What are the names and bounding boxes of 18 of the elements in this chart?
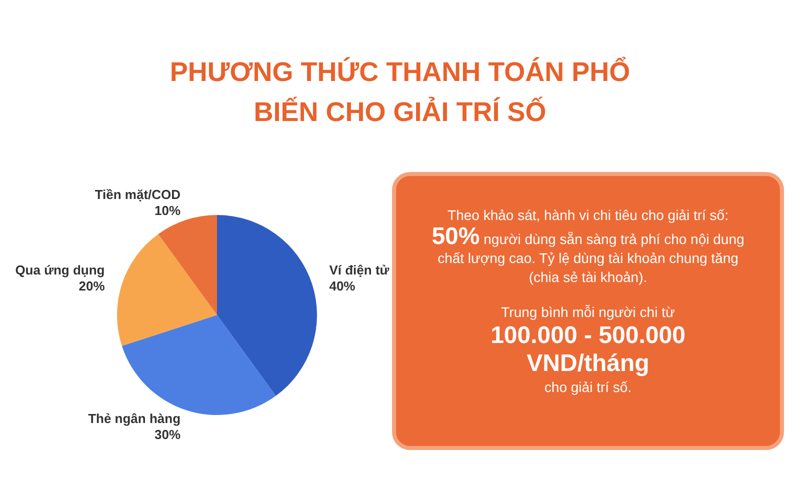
data-label: 20% — [78, 278, 106, 294]
text: cho giải trí số. — [543, 378, 633, 397]
pie-slice — [122, 315, 276, 415]
pie-slice — [217, 215, 317, 396]
data-label: 10% — [154, 202, 181, 218]
data-label: 40% — [329, 278, 356, 294]
slice-label: Ví điện tử — [329, 262, 390, 278]
slice-label: Tiền mặt/COD — [94, 186, 181, 202]
text: Trung bình mỗi người chi từ — [500, 303, 676, 322]
chart-title: PHƯƠNG THỨC THANH TOÁN PHỔ BIẾN CHO GIẢI TRÍ SỐ — [168, 56, 632, 129]
slice-label: Thẻ ngân hàng — [88, 411, 181, 426]
slice-label: Qua ứng dụng — [15, 262, 105, 278]
text: 50% — [432, 223, 480, 250]
data-label: 30% — [154, 427, 181, 442]
text: Theo khảo sát, hành vi chi tiêu cho giải trí số: — [446, 206, 730, 225]
text: 100.000 - 500.000 VND/tháng — [490, 322, 686, 378]
pie-slice — [158, 215, 217, 315]
pie-slice — [117, 234, 217, 346]
